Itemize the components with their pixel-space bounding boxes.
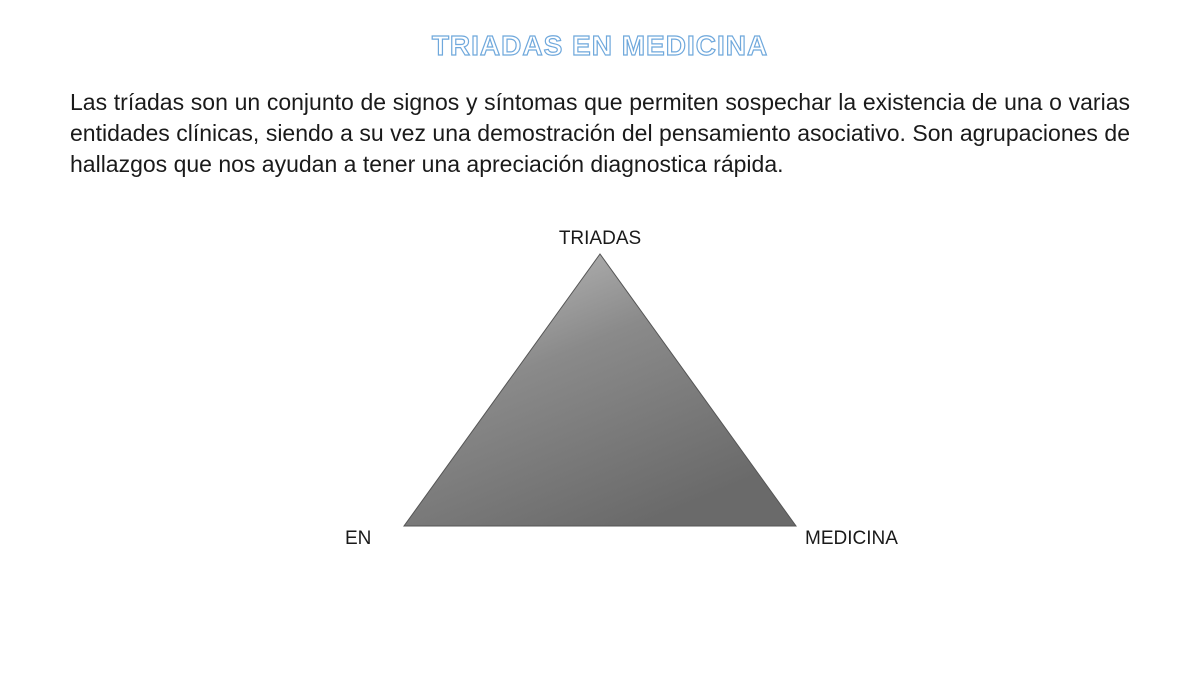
vertex-right-label: MEDICINA [805,528,898,550]
body-paragraph: Las tríadas son un conjunto de signos y … [0,87,1200,180]
triangle-diagram: TRIADAS EN MEDICINA [0,210,1200,590]
page-title: TRIADAS EN MEDICINA [0,0,1200,87]
vertex-top-label: TRIADAS [559,228,641,250]
triangle-icon [400,250,800,530]
triangle-shape [400,250,800,530]
vertex-left-label: EN [345,528,371,550]
